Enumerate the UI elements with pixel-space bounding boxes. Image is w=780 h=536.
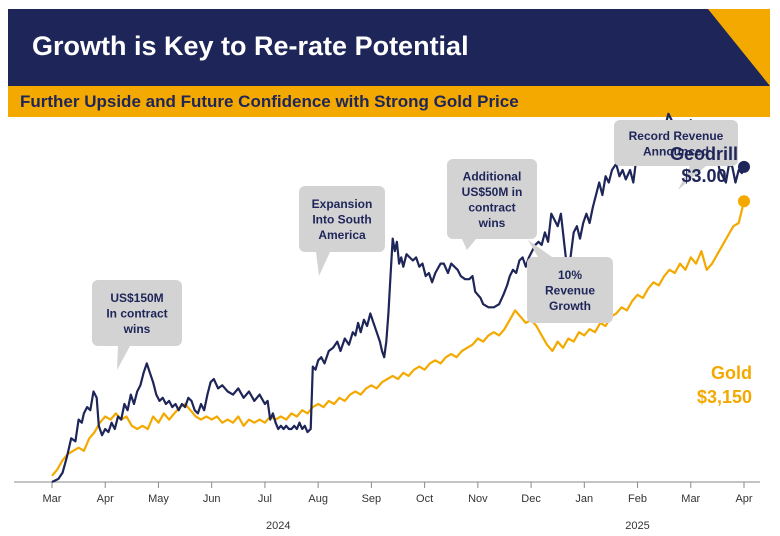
- callout-text-line: contract: [468, 200, 515, 214]
- x-tick-label: Apr: [97, 493, 114, 505]
- callout-text-line: Growth: [549, 299, 591, 313]
- year-label: 2024: [266, 520, 290, 532]
- series-line-geodrill: [51, 112, 746, 483]
- series-line-gold: [51, 200, 746, 477]
- x-tick-label: Nov: [468, 493, 488, 505]
- x-tick-label: Feb: [628, 493, 647, 505]
- callout-text-line: wins: [123, 322, 151, 336]
- x-tick-label: Mar: [43, 493, 62, 505]
- callout-text-line: wins: [478, 216, 506, 230]
- page-subtitle: Further Upside and Future Confidence wit…: [20, 92, 519, 111]
- page-title: Growth is Key to Re-rate Potential: [32, 31, 469, 61]
- callout-box: [92, 280, 182, 346]
- series-label-geodrill: Geodrill: [670, 144, 738, 164]
- callout-pointer: [528, 240, 552, 257]
- callout-text-line: US$50M in: [462, 185, 523, 199]
- series-value-geodrill: $3.00: [681, 166, 726, 186]
- series-label-gold: Gold: [711, 363, 752, 383]
- x-tick-label: Oct: [416, 493, 433, 505]
- callout-text-line: Additional: [463, 169, 522, 183]
- callout-text-line: Expansion: [312, 197, 373, 211]
- callout-text-line: In contract: [106, 307, 167, 321]
- series-lines: [51, 112, 750, 483]
- callout-box: [614, 120, 738, 166]
- callout-text-line: Record Revenue: [629, 129, 724, 143]
- callout-text-line: Announced: [643, 144, 709, 158]
- callout-box: [299, 186, 385, 252]
- x-tick-label: Aug: [308, 493, 328, 505]
- callout-pointer: [678, 166, 706, 190]
- callout-pointer: [316, 252, 330, 276]
- callout-box: [527, 257, 613, 323]
- x-tick-label: May: [148, 493, 169, 505]
- x-tick-label: Jul: [258, 493, 272, 505]
- series-end-marker-gold: [738, 195, 750, 208]
- callout-text-line: Revenue: [545, 284, 595, 298]
- x-tick-label: Mar: [681, 493, 700, 505]
- callout-text-line: Into South: [312, 213, 371, 227]
- callout-text-line: America: [318, 228, 366, 242]
- series-end-marker-geodrill: [738, 160, 750, 173]
- callout-text-line: 10%: [558, 268, 582, 282]
- subtitle-band: Further Upside and Future Confidence wit…: [8, 86, 770, 117]
- x-tick-label: Dec: [521, 493, 541, 505]
- callout-pointer: [117, 346, 130, 370]
- x-axis: Mar Apr May Jun Jul Aug Sep Oct Nov Dec Jan Feb Mar A…: [14, 481, 760, 532]
- callout-box: [447, 159, 537, 239]
- year-label: 2025: [625, 520, 649, 532]
- callout-text-line: US$150M: [110, 291, 163, 305]
- title-band: Growth is Key to Re-rate Potential: [8, 9, 770, 86]
- series-value-gold: $3,150: [697, 387, 752, 407]
- callout-pointer: [462, 239, 476, 250]
- x-tick-label: Sep: [362, 493, 382, 505]
- x-tick-label: Jan: [575, 493, 593, 505]
- end-labels: Geodrill$3.00 Gold $3,150: [670, 144, 752, 407]
- x-tick-label: Jun: [203, 493, 221, 505]
- x-tick-label: Apr: [735, 493, 752, 505]
- title-corner-accent: [708, 9, 770, 86]
